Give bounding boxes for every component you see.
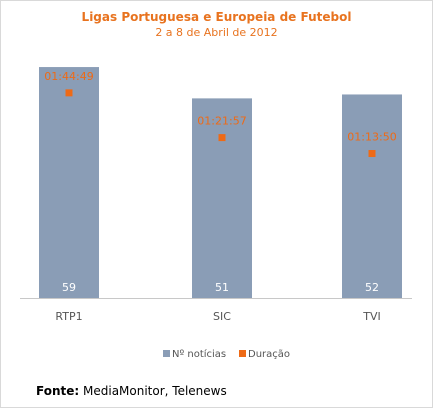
legend-label-duration: Duração bbox=[248, 349, 290, 360]
bar-value-label: 59 bbox=[62, 281, 76, 294]
source-note: Fonte: MediaMonitor, Telenews bbox=[36, 384, 227, 398]
chart-plot: 59 RTP1 01:44:49 51 SIC 01:21:57 52 TVI 01:13:50… bbox=[20, 67, 412, 360]
duration-label: 01:44:49 bbox=[44, 70, 93, 83]
legend-swatch-bars bbox=[163, 350, 170, 357]
x-tick-label: SIC bbox=[213, 310, 231, 323]
bar-value-label: 51 bbox=[215, 281, 229, 294]
duration-marker bbox=[368, 150, 376, 158]
bar bbox=[342, 94, 402, 298]
bar bbox=[39, 67, 99, 298]
source-text: MediaMonitor, Telenews bbox=[83, 384, 227, 398]
duration-marker bbox=[65, 89, 73, 97]
duration-marker bbox=[218, 134, 226, 142]
legend-label-bars: Nº notícias bbox=[172, 348, 226, 360]
chart-subtitle: 2 a 8 de Abril de 2012 bbox=[155, 26, 278, 39]
duration-label: 01:13:50 bbox=[347, 131, 396, 144]
bar bbox=[192, 98, 252, 298]
source-label: Fonte: bbox=[36, 384, 80, 398]
bar-value-label: 52 bbox=[365, 281, 379, 294]
x-tick-label: RTP1 bbox=[55, 310, 82, 323]
x-tick-label: TVI bbox=[362, 310, 381, 323]
duration-label: 01:21:57 bbox=[197, 115, 246, 128]
chart-title: Ligas Portuguesa e Europeia de Futebol bbox=[81, 10, 352, 24]
legend-swatch-duration bbox=[239, 350, 246, 357]
